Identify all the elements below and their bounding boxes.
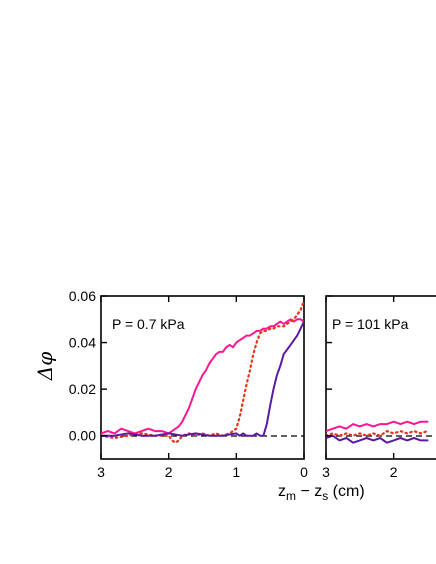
series-group (101, 299, 304, 444)
series-line-0 (101, 318, 304, 435)
plot-frame (325, 295, 436, 460)
x-tick-label: 3 (97, 464, 105, 480)
y-tick-label: 0.04 (69, 335, 96, 351)
x-tick-label: 2 (165, 464, 173, 480)
series-line-2 (101, 320, 304, 437)
x-axis-label: zm − zs (cm) (278, 483, 365, 503)
series-group (326, 420, 429, 444)
y-tick-label: 0.02 (69, 381, 96, 397)
y-tick-label: 0.00 (69, 428, 96, 444)
series-line-2 (326, 434, 429, 444)
y-tick-label: 0.06 (69, 288, 96, 304)
x-tick-label: 2 (390, 464, 398, 480)
x-tick-label: 3 (322, 464, 330, 480)
series-line-1 (101, 299, 304, 444)
pressure-annotation: P = 0.7 kPa (112, 316, 185, 332)
axes-ticks: 3 2 1 0 0.00 0.02 0.04 0.06 (69, 288, 308, 480)
plot-frame (100, 295, 305, 460)
panel-low-pressure: 3 2 1 0 0.00 0.02 0.04 0.06 P = 0.7 kPa (69, 288, 308, 480)
x-tick-label: 1 (232, 464, 240, 480)
pressure-annotation: P = 101 kPa (332, 316, 409, 332)
series-line-1 (326, 430, 429, 437)
y-axis-label: Δφ (33, 352, 57, 381)
series-line-0 (326, 420, 429, 433)
x-tick-label: 0 (300, 464, 308, 480)
